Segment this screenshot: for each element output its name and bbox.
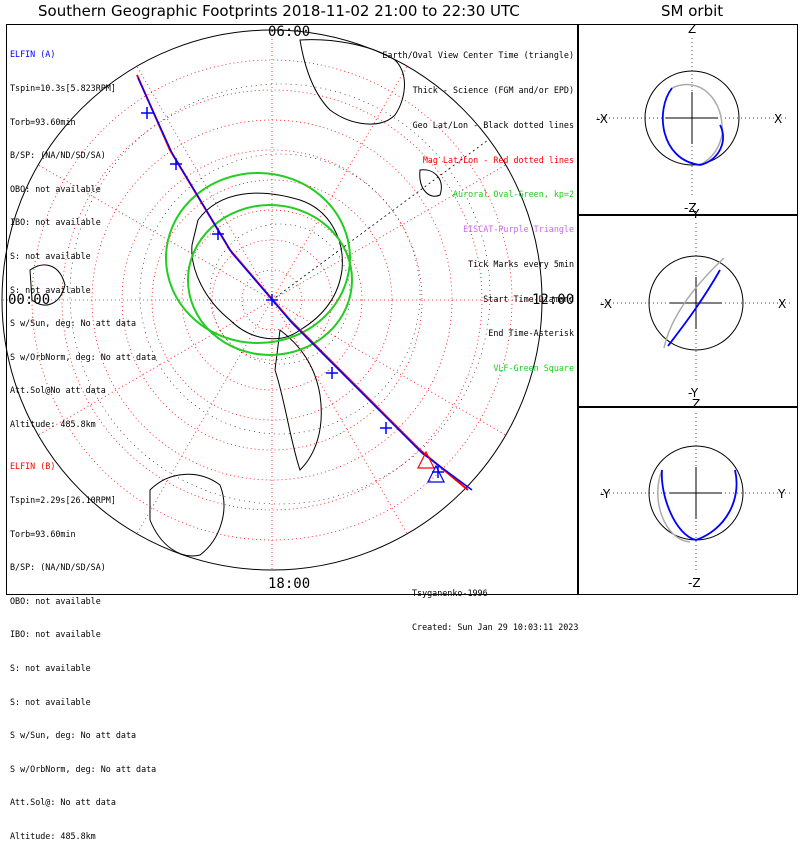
elfin-a-track [137, 77, 473, 491]
elfin-a-line: Tspin=10.3s[5.823RPM] [10, 83, 116, 93]
elfin-a-line: S: not available [10, 284, 91, 295]
sm-orbit-b [663, 257, 725, 349]
legend-item: Auroral Oval-Green, kp=2 [452, 189, 574, 200]
geo-latitude-ring [69, 83, 491, 505]
elfin-a-header: ELFIN (A) [10, 49, 56, 60]
geo-latitude-ring [209, 223, 351, 365]
elfin-a-info: ELFIN (A) Tspin=10.3s[5.823RPM] Torb=93.… [10, 27, 156, 441]
sm-axis-label-bottom: -Y [688, 386, 699, 400]
elfin-b-line: B/SP: (NA/ND/SD/SA) [10, 562, 106, 573]
elfin-a-line: Att.Sol@No att data [10, 385, 106, 396]
elfin-b-line: Tspin=2.29s[26.10RPM] [10, 495, 116, 505]
map-label-top: 06:00 [268, 24, 311, 40]
sm-axis-label-top: Z [688, 22, 696, 36]
sm-axis-label-right: X [774, 112, 782, 126]
elfin-b-line: Att.Sol@: No att data [10, 797, 116, 808]
continent-outline [191, 192, 343, 340]
legend-item: Mag Lat/Lon - Red dotted lines [422, 154, 574, 165]
elfin-b-line: S w/OrbNorm, deg: No att data [10, 763, 157, 774]
elfin-a-line: IBO: not available [10, 217, 101, 228]
mag-longitude-line [271, 299, 408, 535]
footprint-map: Z -Z -X X Y -Y -X X Z -Z -Y Y [1, 22, 791, 590]
elfin-b-line: S w/Sun, deg: No att data [10, 730, 137, 741]
mag-longitude-line [271, 164, 507, 301]
sm-axis-label-bottom: -Z [684, 201, 697, 215]
page-title: Southern Geographic Footprints 2018-11-0… [38, 2, 520, 20]
continent-outline [274, 329, 322, 471]
geo-latitude-ring [139, 153, 421, 435]
map-label-right: 12:00 [532, 292, 575, 308]
elfin-a-line: S: not available [10, 250, 91, 261]
legend-item: End Time-Asterisk [488, 328, 574, 339]
sm-orbit-title: SM orbit [661, 2, 724, 20]
sm-axis-label-top: Z [692, 397, 700, 411]
elfin-b-line: IBO: not available [10, 629, 101, 640]
elfin-a-line: B/SP: (NA/ND/SD/SA) [10, 150, 106, 161]
legend-item: Start Time-Diamond [483, 293, 574, 304]
earth-outline [1, 29, 543, 571]
legend-item: VLF-Green Square [493, 363, 574, 374]
sm-orbit-a [661, 87, 724, 166]
elfin-a-line: Torb=93.60min [10, 116, 76, 127]
sm-axis-label-right: Y [777, 487, 786, 501]
sm-orbit-a [667, 269, 721, 347]
view-center-triangle-a [427, 464, 445, 483]
elfin-a-line: OBO: not available [10, 183, 101, 194]
legend-item: Tick Marks every 5min [468, 258, 574, 269]
elfin-b-header: ELFIN (B) [10, 461, 56, 472]
continent-outline [299, 39, 405, 125]
mag-longitude-line [271, 65, 408, 301]
legend-item: Thick - Science (FGM and/or EPD) [412, 84, 574, 95]
sm-orbit-b [671, 83, 723, 166]
elfin-b-line: Torb=93.60min [10, 528, 76, 539]
sm-axis-label-left: -Y [600, 487, 611, 501]
continent-outline [29, 264, 66, 306]
mag-latitude-ring [181, 209, 363, 391]
continent-outline [419, 169, 442, 197]
legend-item: EISCAT-Purple Triangle [463, 224, 574, 235]
sm-axis-label-left: -X [596, 112, 608, 126]
sm-orbit-panel-xy [578, 215, 798, 407]
sm-orbit-b [657, 469, 691, 543]
map-footer: Tsyganenko-1996 Created: Sun Jan 29 10:0… [412, 565, 578, 645]
mag-longitude-line [37, 164, 273, 301]
sm-axis-label-left: -X [600, 297, 612, 311]
mag-longitude-line [136, 65, 273, 301]
auroral-oval-inner [187, 204, 353, 356]
auroral-oval-outer [165, 172, 351, 344]
map-label-left: 00:00 [8, 292, 51, 308]
elfin-b-line: S: not available [10, 662, 91, 673]
view-center-triangle-b [417, 450, 435, 469]
legend-item: Geo Lat/Lon - Black dotted lines [412, 119, 574, 130]
map-label-bottom: 18:00 [268, 576, 311, 592]
elfin-a-line: S w/Sun, deg: No att data [10, 318, 137, 329]
elfin-b-info: ELFIN (B) Tspin=2.29s[26.10RPM] Torb=93.… [10, 439, 156, 853]
map-legend: Earth/Oval View Center Time (triangle) T… [382, 27, 574, 386]
elfin-a-line: Altitude: 485.8km [10, 418, 96, 429]
elfin-a-line: S w/OrbNorm, deg: No att data [10, 351, 157, 362]
elfin-b-line: S: not available [10, 696, 91, 707]
footprint-map-panel [6, 24, 578, 595]
created-label: Created: Sun Jan 29 10:03:11 2023 [412, 622, 579, 633]
mag-latitude-ring [61, 89, 483, 511]
sm-axis-label-bottom: -Z [688, 576, 701, 590]
mag-latitude-ring [241, 269, 303, 331]
sm-orbit-panel-yz [578, 407, 798, 595]
elfin-b-line: OBO: not available [10, 595, 101, 606]
continent-outline [149, 473, 225, 557]
elfin-b-line: Altitude: 485.8km [10, 830, 96, 841]
sm-orbit-panel-xz [578, 24, 798, 215]
model-label: Tsyganenko-1996 [412, 587, 488, 598]
sm-orbit-a [660, 469, 738, 541]
sm-axis-label-top: Y [691, 207, 700, 221]
sm-axis-label-right: X [778, 297, 786, 311]
mag-latitude-ring [121, 149, 423, 451]
mag-longitude-line [136, 299, 273, 535]
legend-item: Earth/Oval View Center Time (triangle) [382, 50, 574, 61]
